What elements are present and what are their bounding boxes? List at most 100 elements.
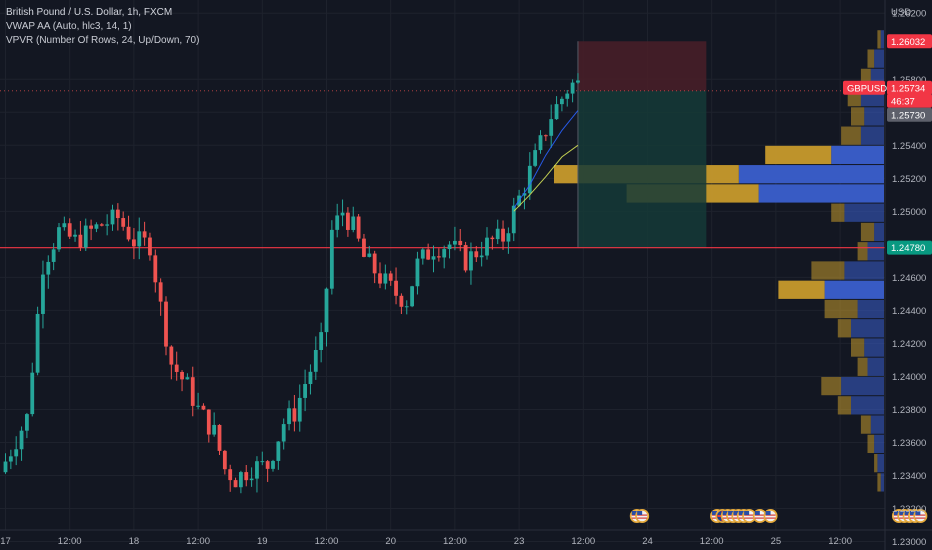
symbol-title[interactable]: British Pound / U.S. Dollar, 1h, FXCM (6, 7, 173, 18)
candle-body (217, 424, 222, 451)
vp-row-down (867, 242, 884, 261)
candle-body (244, 472, 249, 481)
candle-body (576, 80, 580, 83)
vp-row-down (857, 299, 884, 319)
candle-body (276, 441, 281, 461)
vp-row-down (851, 319, 884, 338)
candle-body (260, 461, 265, 463)
line-price-tag: 1.24780 (887, 240, 932, 255)
candle-body (383, 273, 388, 284)
event-flag-icon[interactable] (913, 509, 928, 523)
flag-stripe (744, 517, 755, 519)
candle-body (292, 408, 297, 422)
candle-body (164, 301, 168, 347)
candle-body (180, 371, 184, 380)
candle-body (3, 461, 8, 473)
vp-row-down (874, 434, 884, 453)
vwap-line (513, 110, 579, 209)
candle-body (174, 364, 179, 372)
flag-stripe (637, 517, 648, 519)
candle-body (378, 273, 382, 284)
candle-body (313, 349, 318, 372)
flag-stripe (637, 514, 648, 516)
time-tick-label: 23 (514, 536, 525, 547)
candle-body (415, 258, 420, 287)
event-flag-icon[interactable] (635, 509, 650, 523)
flag-canton (631, 511, 637, 515)
candle-body (329, 229, 334, 289)
event-flag-icon[interactable] (763, 509, 778, 523)
flag-canton (722, 511, 728, 515)
price-tick-label: 1.26200 (892, 9, 926, 20)
candle-body (335, 215, 340, 230)
time-tick-label: 12:00 (58, 536, 82, 547)
candle-body (46, 261, 51, 275)
vp-row-down (864, 338, 884, 357)
candle-body (239, 472, 243, 488)
candle-body (469, 251, 473, 271)
flag-canton (915, 511, 921, 515)
vp-row-down (831, 145, 884, 165)
candle-body (490, 237, 495, 240)
indicator-vwap-label[interactable]: VWAP AA (Auto, hlc3, 14, 1) (6, 21, 132, 32)
flag-canton (910, 511, 915, 515)
grid-lines (0, 0, 885, 543)
candle-body (89, 225, 93, 229)
candlestick-series (3, 73, 580, 494)
vwap-lines (513, 110, 579, 212)
candle-body (346, 212, 350, 230)
vp-row-down (874, 222, 884, 242)
symbol-tag: GBPUSD (843, 80, 887, 95)
candle-body (356, 216, 361, 239)
price-tick-label: 1.23200 (892, 504, 926, 515)
countdown-tag-text: 46:37 (891, 96, 915, 107)
flag-canton (904, 511, 910, 515)
candle-body (233, 480, 238, 488)
current-price-tag-text: 1.25734 (891, 83, 925, 94)
vp-row-up (841, 126, 861, 145)
candle-body (222, 450, 227, 470)
candle-body (442, 249, 447, 258)
vp-row-up (857, 357, 868, 376)
vp-row-down (860, 126, 884, 145)
candle-body (495, 228, 500, 240)
candle-body (185, 377, 190, 380)
vp-row-up (867, 434, 875, 453)
candle-body (137, 231, 142, 247)
candle-body (431, 256, 436, 260)
indicator-vpvr-label[interactable]: VPVR (Number Of Rows, 24, Up/Down, 70) (6, 35, 200, 46)
vp-row-down (851, 396, 884, 415)
line-price-tag-text: 1.24780 (891, 243, 925, 254)
event-flag-icon[interactable] (752, 509, 767, 523)
price-tick-label: 1.23600 (892, 438, 926, 449)
time-tick-label: 17 (0, 536, 11, 547)
flag-canton (893, 511, 899, 515)
position-tool[interactable] (577, 41, 707, 248)
time-tick-label: 20 (385, 536, 396, 547)
vp-row-down (874, 49, 884, 68)
candle-body (287, 408, 291, 425)
candle-body (83, 225, 88, 248)
vp-row-down (844, 261, 884, 280)
candle-body (372, 253, 377, 274)
candle-body (570, 82, 575, 94)
symbol-tag-bg (843, 80, 885, 95)
vp-row-up (765, 145, 832, 165)
event-flag-icon[interactable] (742, 509, 757, 523)
current-price-tag-bg (887, 80, 932, 95)
vp-row-down (758, 184, 884, 203)
candle-body (212, 424, 217, 435)
vp-row-down (880, 473, 884, 492)
candle-body (538, 135, 543, 151)
candle-body (57, 227, 61, 250)
candle-body (522, 193, 527, 196)
time-axis[interactable]: 17 12:00 18 12:00 19 12:00 20 12:00 23 12:00 24 12:… (0, 536, 852, 547)
candle-body (271, 460, 275, 469)
economic-events[interactable] (629, 509, 928, 523)
horizontal-line[interactable] (0, 90, 885, 249)
candle-body (132, 239, 136, 247)
candle-body (126, 226, 131, 240)
flag-canton (637, 511, 643, 515)
